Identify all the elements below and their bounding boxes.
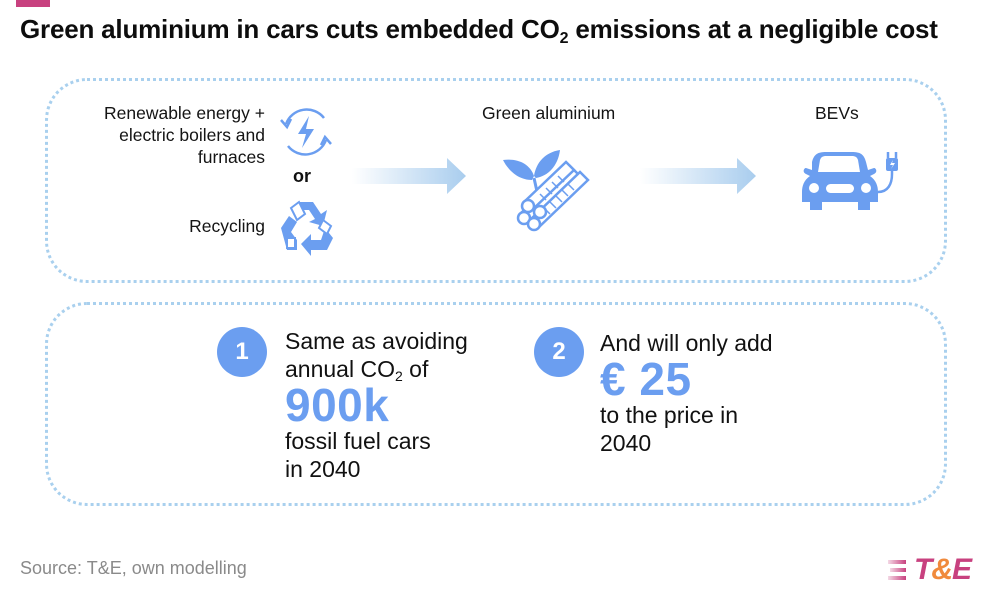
accent-bar [16,0,50,7]
green-aluminium-label: Green aluminium [482,103,616,123]
electric-car-plug-icon [802,152,898,210]
flow-panel [45,78,947,283]
stat-1-text: Same as avoiding annual CO2 of 900k foss… [285,328,468,482]
stat-badge-2: 2 [534,327,584,377]
lightning-cycle-icon [280,108,332,156]
stat-badge-1: 1 [217,327,267,377]
recycle-icon [281,200,333,256]
bevs-label: BEVs [815,103,859,123]
chart-title: Green aluminium in cars cuts embedded CO… [20,14,938,47]
plant-aluminium-rods-icon [503,150,590,232]
or-label: or [293,166,311,186]
stats-panel [45,302,947,506]
logo-stripes-icon [888,560,906,580]
flow-arrow-1 [352,158,466,194]
stat-2-highlight: € 25 [600,353,692,405]
source-note: Source: T&E, own modelling [20,558,247,578]
stat-1-highlight: 900k [285,379,390,431]
recycling-label: Recycling [189,216,265,236]
renewable-energy-label: Renewable energy + electric boilers and … [103,103,265,167]
te-logo: T & E [888,553,972,587]
stat-2-text: And will only add € 25 to the price in 2… [600,330,773,456]
flow-arrow-2 [640,158,756,194]
